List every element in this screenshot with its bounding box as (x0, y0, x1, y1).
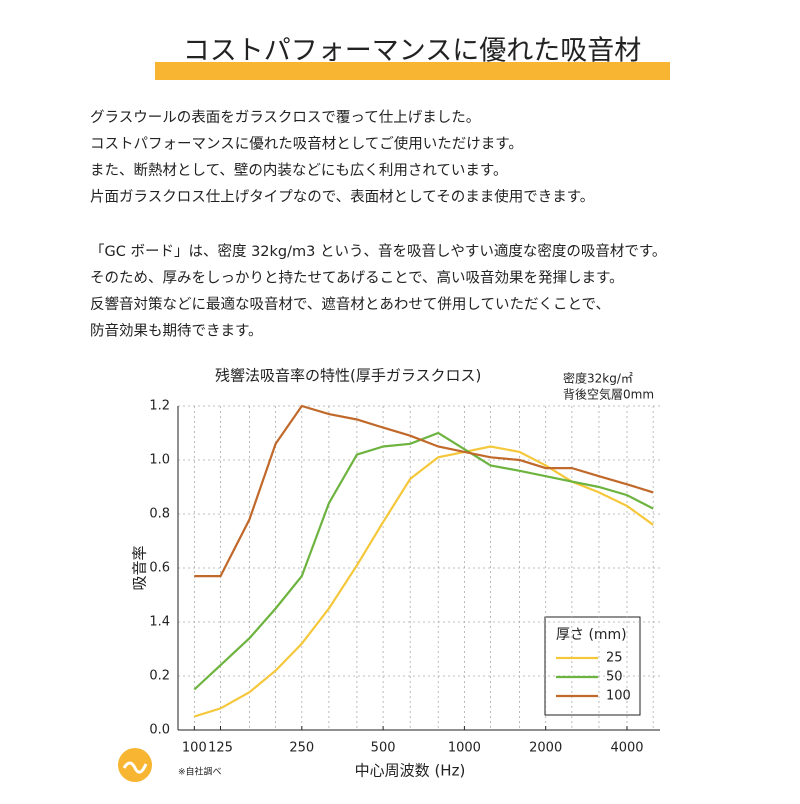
logo (118, 748, 152, 782)
annotation: 密度32kg/㎡ (563, 371, 633, 386)
legend-label: 50 (606, 670, 623, 685)
legend-label: 100 (606, 689, 631, 704)
paragraph-line: そのため、厚みをしっかりと持たせてあげることで、高い吸音効果を発揮します。 (90, 270, 624, 287)
paragraph-line: 片面ガラスクロス仕上げタイプなので、表面材としてそのまま使用できます。 (90, 189, 594, 206)
paragraph-line: 「GC ボード」は、密度 32kg/m3 という、音を吸音しやすい適度な密度の吸… (90, 242, 666, 260)
y-tick-label: 0.2 (149, 669, 170, 684)
series-line (194, 404, 654, 578)
legend-title: 厚さ (mm) (556, 627, 627, 643)
y-tick-label: 0.0 (149, 723, 170, 738)
annotation: 背後空気層0mm (563, 387, 654, 402)
note: ※自社調べ (178, 766, 222, 778)
chart-title: 残響法吸音率の特性(厚手ガラスクロス) (215, 367, 481, 385)
x-tick-label: 125 (208, 741, 233, 756)
x-tick-label: 100 (182, 741, 207, 756)
x-tick-label: 2000 (529, 741, 562, 756)
y-tick-label: 1.0 (149, 453, 170, 468)
y-tick-label: 1.2 (149, 399, 170, 414)
paragraph-line: グラスウールの表面をガラスクロスで覆って仕上げました。 (90, 109, 480, 126)
legend-box (544, 616, 641, 716)
y-tick-label: 0.6 (149, 561, 170, 576)
legend-label: 25 (606, 651, 623, 666)
page-title: コストパフォーマンスに優れた吸音材 (183, 36, 641, 67)
x-tick-label: 1000 (448, 741, 481, 756)
y-axis-label: 吸音率 (131, 545, 149, 590)
x-axis-label: 中心周波数 (Hz) (355, 762, 466, 780)
title-underline (155, 62, 670, 80)
paragraph-line: 反響音対策などに最適な吸音材で、遮音材とあわせて併用していただくことで、 (90, 295, 610, 313)
x-tick-label: 250 (289, 741, 314, 756)
series-line (193, 431, 654, 691)
paragraph-line: また、断熱材として、壁の内装などにも広く利用されています。 (90, 162, 507, 179)
x-tick-label: 500 (371, 741, 396, 756)
x-tick-label: 4000 (610, 741, 643, 756)
y-tick-label: 0.8 (149, 507, 170, 522)
paragraph-line: コストパフォーマンスに優れた吸音材としてご使用いただけます。 (90, 136, 523, 153)
y-tick-label: 1.4 (149, 615, 170, 630)
paragraph-line: 防音効果も期待できます。 (90, 323, 263, 340)
